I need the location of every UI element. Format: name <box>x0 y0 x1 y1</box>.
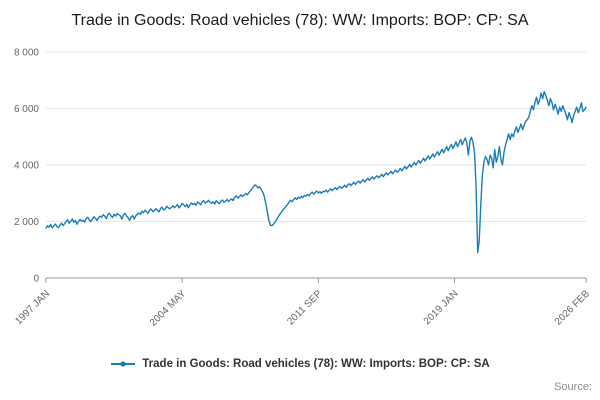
svg-text:2 000: 2 000 <box>14 217 39 228</box>
x-axis-labels: 1997 JAN 2004 MAY 2011 SEP 2019 JAN 2026 FEB <box>13 288 592 329</box>
svg-text:0: 0 <box>33 273 39 284</box>
svg-text:2004 MAY: 2004 MAY <box>148 288 189 329</box>
legend-item[interactable]: Trade in Goods: Road vehicles (78): WW: … <box>110 358 490 370</box>
svg-text:2026 FEB: 2026 FEB <box>553 288 592 327</box>
legend-label: Trade in Goods: Road vehicles (78): WW: … <box>142 358 490 370</box>
legend-line-marker-icon <box>111 361 136 367</box>
chart-title: Trade in Goods: Road vehicles (78): WW: … <box>71 12 529 29</box>
line-chart[interactable]: 0 2 000 4 000 6 000 8 000 1997 JAN 2004 MAY 201… <box>0 34 600 332</box>
x-axis-ticks <box>45 277 587 283</box>
y-axis-labels: 0 2 000 4 000 6 000 8 000 <box>14 47 39 284</box>
series-path[interactable] <box>45 90 587 253</box>
svg-text:6 000: 6 000 <box>14 104 39 115</box>
source-label: Source: <box>554 381 592 393</box>
svg-text:4 000: 4 000 <box>14 160 39 171</box>
svg-text:2019 JAN: 2019 JAN <box>422 288 461 327</box>
svg-text:2011 SEP: 2011 SEP <box>285 288 324 327</box>
legend: Trade in Goods: Road vehicles (78): WW: … <box>0 358 600 370</box>
y-gridlines <box>46 51 586 279</box>
svg-text:1997 JAN: 1997 JAN <box>13 288 52 327</box>
svg-text:8 000: 8 000 <box>14 47 39 58</box>
